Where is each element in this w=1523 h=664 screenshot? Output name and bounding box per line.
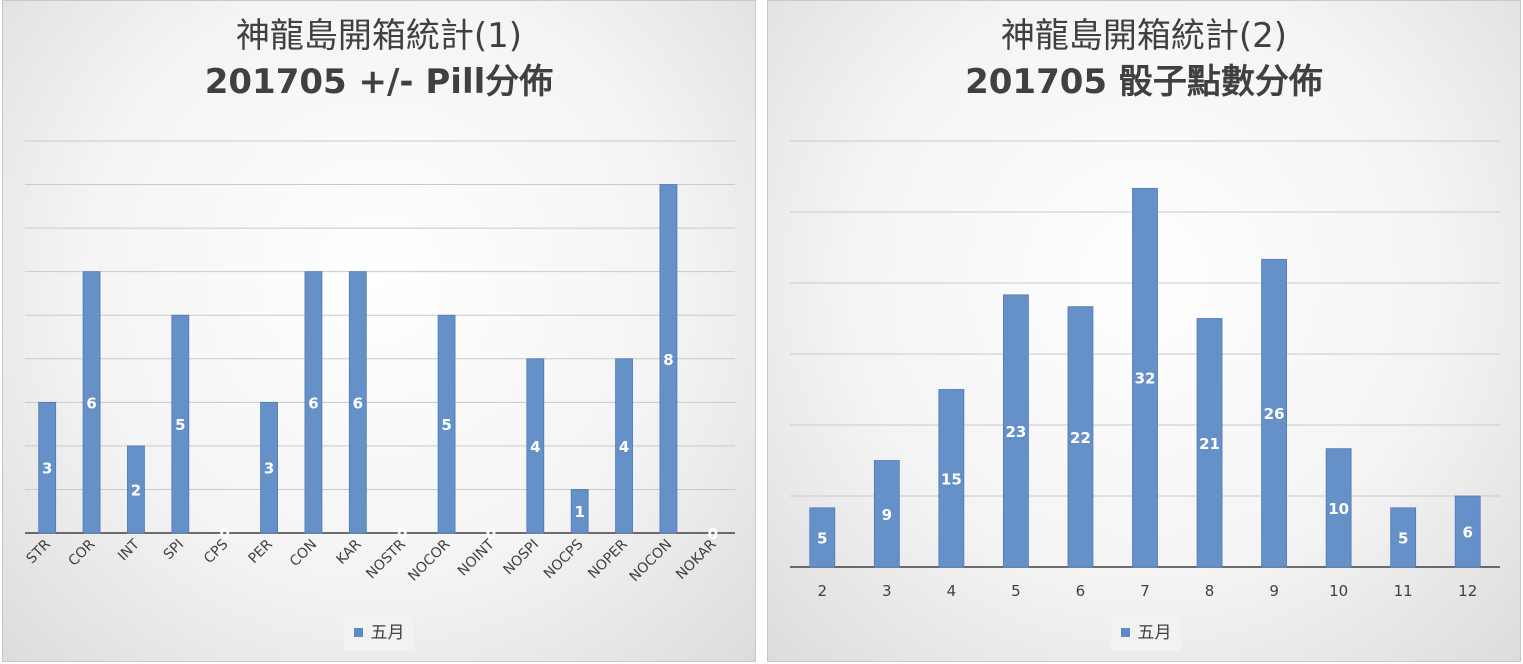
data-label: 6 (353, 394, 363, 412)
x-tick-label: NOCOR (405, 536, 453, 584)
x-tick-label: NOPER (585, 536, 631, 582)
chart-legend: 五月 (344, 615, 414, 651)
chart-legend: 五月 (1111, 615, 1181, 651)
bar (82, 271, 101, 534)
x-tick-label: NOCPS (541, 536, 587, 582)
chart-panel-dice: 神龍島開箱統計(2) 201705 骰子點數分佈 5 2 9 3 15 4 23 5 22 6 32… (767, 0, 1521, 662)
x-tick-label: 7 (1140, 582, 1150, 600)
chart-title: 神龍島開箱統計(2) 201705 骰子點數分佈 (768, 13, 1520, 105)
legend-swatch (353, 628, 363, 637)
x-tick-label: NOINT (455, 536, 498, 579)
x-tick-label: 2 (817, 582, 827, 600)
data-label: 26 (1264, 405, 1285, 423)
chart-subtitle: 201705 +/- Pill分佈 (204, 62, 554, 102)
data-label: 5 (817, 529, 827, 547)
x-tick-label: 8 (1205, 582, 1215, 600)
data-label: 9 (882, 506, 892, 524)
data-label: 23 (1005, 423, 1026, 441)
bar (171, 314, 190, 534)
x-tick-label: 9 (1269, 582, 1279, 600)
legend-swatch (1120, 628, 1130, 637)
bar (437, 314, 456, 534)
bar (1196, 318, 1223, 568)
x-tick-label: 11 (1394, 582, 1413, 600)
data-label: 3 (264, 460, 274, 478)
x-tick-label: KAR (333, 536, 364, 567)
data-label: 8 (663, 351, 673, 369)
chart-title: 神龍島開箱統計(1) 201705 +/- Pill分佈 (3, 13, 755, 105)
bar (1261, 258, 1287, 568)
bar (526, 358, 545, 534)
data-label: 5 (1398, 529, 1408, 547)
x-tick-label: CON (287, 537, 320, 570)
x-tick-label: STR (23, 536, 54, 567)
bar (615, 358, 633, 534)
data-label: 0 (397, 525, 407, 543)
bar (809, 507, 836, 568)
data-label: 2 (131, 481, 141, 499)
chart-title-line-1: 神龍島開箱統計(2) (1000, 16, 1288, 56)
bar (1325, 448, 1352, 568)
data-label: 4 (530, 438, 540, 456)
bar (1454, 495, 1481, 568)
x-tick-label: 12 (1458, 582, 1477, 600)
data-label: 6 (308, 394, 318, 412)
data-label: 22 (1070, 429, 1091, 447)
x-tick-label: INT (115, 536, 143, 564)
data-label: 32 (1135, 370, 1156, 388)
data-label: 0 (486, 525, 496, 543)
bar (659, 184, 678, 534)
legend-label: 五月 (370, 623, 405, 643)
bar (1003, 294, 1029, 568)
data-label: 6 (1463, 524, 1473, 542)
bar (304, 271, 323, 534)
x-tick-label: 10 (1329, 582, 1348, 600)
data-label: 4 (619, 438, 629, 456)
chart-subtitle: 201705 骰子點數分佈 (965, 62, 1323, 102)
data-label: 3 (42, 460, 52, 478)
data-label: 5 (441, 416, 451, 434)
data-label: 15 (941, 470, 962, 488)
data-label: 5 (175, 416, 185, 434)
bar (1132, 187, 1158, 568)
data-label: 6 (86, 394, 96, 412)
legend-label: 五月 (1137, 623, 1172, 643)
bar (260, 401, 278, 534)
data-label: 0 (219, 525, 229, 543)
bar (38, 401, 57, 534)
chart-panel-pill: 神龍島開箱統計(1) 201705 +/- Pill分佈 3 STR 6 COR 2 IN… (2, 0, 756, 662)
bar (570, 489, 589, 534)
data-label: 1 (574, 503, 584, 521)
bar (1390, 507, 1417, 568)
bar (1067, 306, 1094, 568)
data-label: 10 (1328, 500, 1349, 518)
chart-plot-dice: 5 2 9 3 15 4 23 5 22 6 32 7 21 8 26 9 10 10 5 11 6 12 (790, 140, 1500, 600)
x-tick-label: COR (65, 536, 98, 569)
x-tick-label: 5 (1011, 582, 1021, 600)
data-label: 21 (1199, 435, 1220, 453)
x-tick-label: 6 (1076, 582, 1086, 600)
bar (127, 445, 145, 534)
x-tick-label: 3 (882, 582, 892, 600)
x-tick-label: NOKAR (673, 536, 720, 583)
x-tick-label: SPI (161, 537, 187, 563)
chart-plot-pill: 3STR6COR2INT5SPI0CPS3PER6CON6KAR0NOSTR5N… (23, 140, 735, 586)
x-tick-label: NOSPI (500, 537, 542, 579)
x-tick-label: PER (245, 536, 276, 567)
x-tick-label: NOSTR (363, 536, 409, 582)
x-tick-label: NOCON (627, 537, 676, 586)
x-tick-label: 4 (947, 582, 957, 600)
chart-title-line-1: 神龍島開箱統計(1) (235, 16, 523, 56)
bar (938, 389, 965, 568)
data-label: 0 (708, 525, 718, 543)
bar (873, 460, 900, 568)
bar (348, 271, 367, 534)
